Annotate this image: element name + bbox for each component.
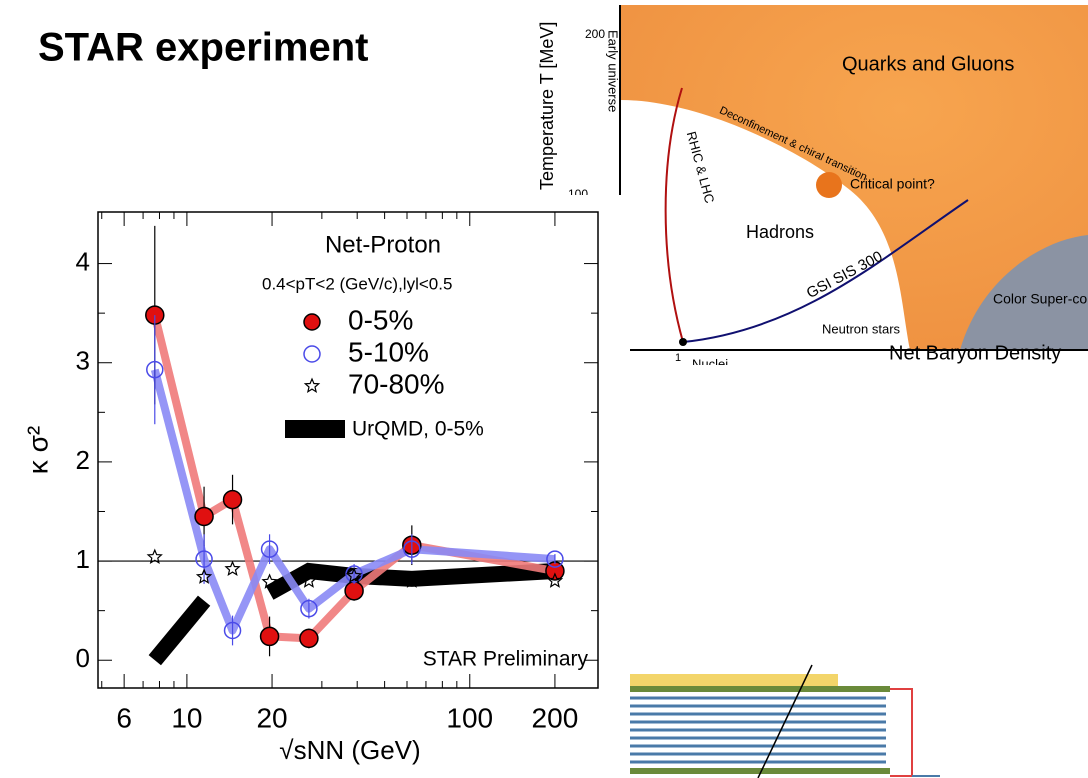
pd-region: Hadrons [746, 222, 814, 242]
x-tick-label: 100 [446, 702, 493, 733]
legend-swatch [303, 377, 321, 393]
marker [403, 540, 421, 558]
legend-swatch [303, 345, 321, 363]
marker [403, 572, 421, 588]
marker [222, 489, 243, 510]
slide-title: STAR experiment [38, 26, 368, 70]
stack-lines [630, 696, 886, 764]
marker [195, 550, 213, 568]
annotation: STAR Preliminary [423, 648, 589, 671]
marker [300, 599, 318, 618]
y-tick-label: 0 [76, 643, 90, 673]
marker [300, 572, 318, 588]
pd-y-label: Temperature T [MeV] [537, 22, 557, 190]
legend-title: Net-Proton [325, 231, 441, 258]
pd-region: Color Super-conductor? [993, 291, 1088, 307]
layer [630, 686, 890, 692]
pd-annotation: Nuclei [692, 356, 728, 371]
legend-label: 70-80% [348, 368, 445, 399]
marker [223, 621, 242, 640]
marker [259, 626, 280, 647]
y-tick-label: 4 [76, 246, 90, 276]
y-tick-label: 2 [76, 445, 90, 475]
phase-diagram: 200 100 Temperature T [MeV] Early univer… [527, 0, 1088, 371]
nuclei-dot [679, 338, 687, 346]
legend-swatch [303, 313, 321, 331]
sis-arrow [682, 199, 969, 343]
pd-annotation: Critical point? [850, 176, 935, 192]
x-tick-label: 20 [256, 702, 287, 733]
marker [299, 628, 319, 649]
pd-region: Quarks and Gluons [842, 53, 1014, 75]
x-tick-label: 200 [532, 702, 579, 733]
plot-frame [97, 211, 599, 689]
marker [345, 567, 363, 583]
y-tick-label: 3 [76, 346, 90, 376]
marker [345, 565, 363, 583]
y-tick-label: 1 [76, 544, 90, 574]
legend-label: 5-10% [348, 336, 429, 367]
marker [260, 540, 279, 558]
pd-annotation: Early universe [606, 30, 621, 112]
marker [146, 360, 164, 379]
marker [261, 573, 278, 589]
marker [546, 572, 564, 588]
legend-label: 0-5% [348, 304, 413, 335]
marker [224, 560, 241, 576]
marker [194, 506, 214, 527]
pd-origin: 1 [675, 352, 681, 364]
rhic-arrow [664, 87, 684, 343]
chart-background [0, 195, 630, 778]
wire [890, 688, 913, 777]
pd-tick: 200 [585, 27, 605, 41]
x-axis-label: √sNN (GeV) [279, 735, 420, 765]
marker [344, 581, 364, 601]
pd-x-label: Net Baryon Density [889, 342, 1061, 364]
y-axis-label: κ σ² [22, 426, 53, 474]
layer [630, 768, 890, 774]
marker [546, 550, 564, 568]
marker [146, 548, 163, 565]
x-tick-label: 6 [116, 702, 132, 733]
legend-swatch [285, 420, 345, 438]
legend-label: UrQMD, 0-5% [352, 418, 484, 441]
csc-region [960, 235, 1088, 350]
track [757, 664, 813, 778]
critical-point [816, 172, 842, 198]
pd-annotation: Neutron stars [822, 321, 901, 336]
chart: 6 10 20 100 200 0 1 2 3 4 √sNN (GeV) κ σ² STAR Preli… [22, 211, 599, 765]
detector-sketch [630, 664, 940, 778]
layer [630, 674, 838, 686]
marker [195, 568, 213, 584]
legend-subtitle: 0.4<pT<2 (GeV/c),lyl<0.5 [262, 274, 452, 293]
x-tick-label: 10 [171, 702, 202, 733]
fit-curve [150, 368, 556, 635]
